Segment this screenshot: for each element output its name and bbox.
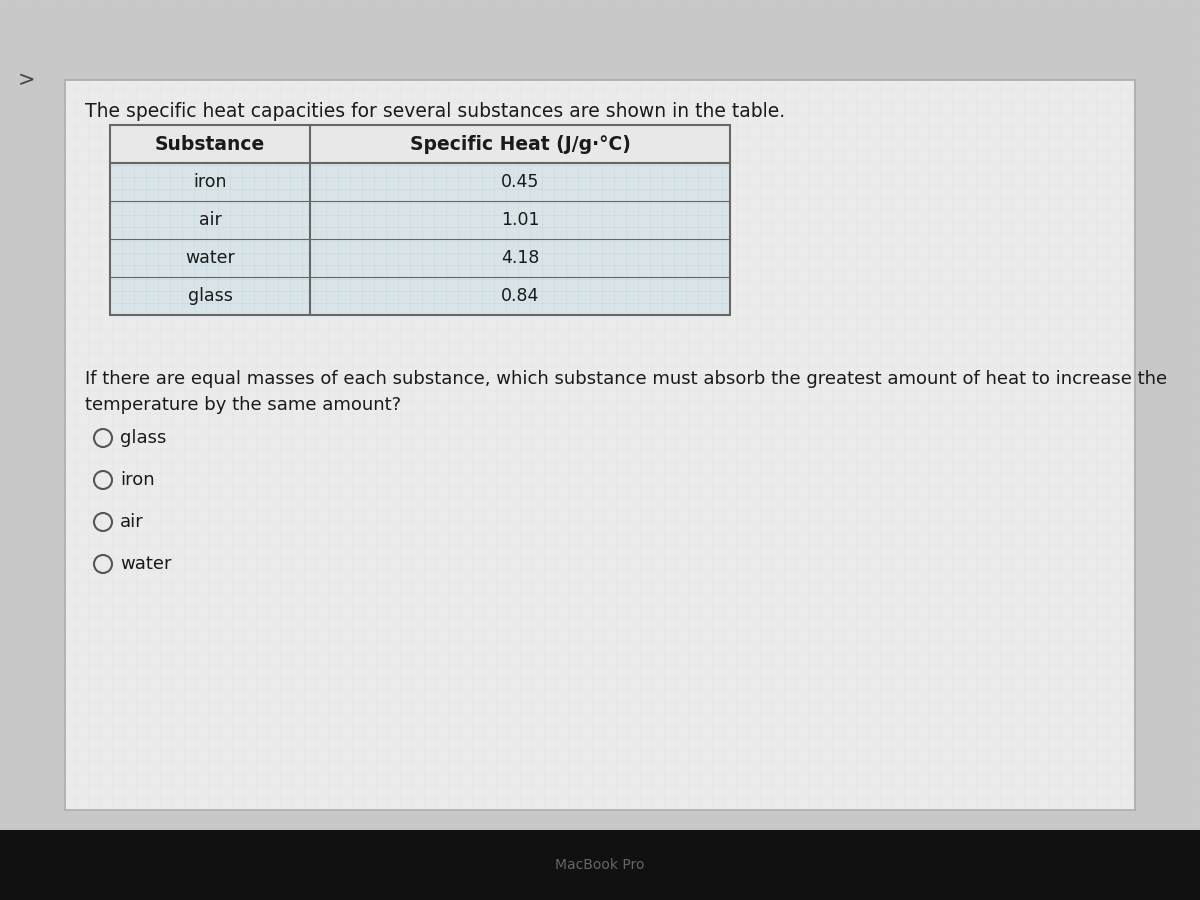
Text: If there are equal masses of each substance, which substance must absorb the gre: If there are equal masses of each substa… [85, 370, 1168, 388]
Text: air: air [199, 211, 221, 229]
Bar [110, 125, 730, 315]
Bar [110, 163, 730, 201]
Text: 0.45: 0.45 [500, 173, 539, 191]
Text: iron: iron [193, 173, 227, 191]
Text: water: water [120, 555, 172, 573]
Text: 0.84: 0.84 [500, 287, 539, 305]
Text: >: > [18, 70, 36, 90]
Bar [0, 830, 1200, 900]
Text: air: air [120, 513, 144, 531]
Text: 4.18: 4.18 [500, 249, 539, 267]
Text: glass: glass [120, 429, 167, 447]
Bar [110, 239, 730, 277]
Text: Specific Heat (J/g·°C): Specific Heat (J/g·°C) [409, 134, 630, 154]
Bar [65, 80, 1135, 810]
Bar [110, 277, 730, 315]
Text: MacBook Pro: MacBook Pro [556, 858, 644, 872]
Bar [110, 201, 730, 239]
Text: Substance: Substance [155, 134, 265, 154]
Text: water: water [185, 249, 235, 267]
Text: temperature by the same amount?: temperature by the same amount? [85, 396, 401, 414]
Text: The specific heat capacities for several substances are shown in the table.: The specific heat capacities for several… [85, 102, 785, 121]
Bar [110, 125, 730, 163]
Text: iron: iron [120, 471, 155, 489]
Text: glass: glass [187, 287, 233, 305]
Text: 1.01: 1.01 [500, 211, 539, 229]
